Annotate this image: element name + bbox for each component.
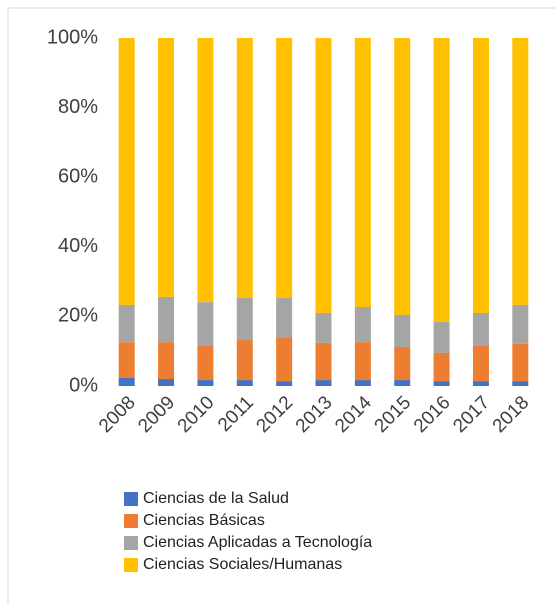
- y-tick-label: 60%: [58, 165, 98, 187]
- legend-label: Ciencias Sociales/Humanas: [143, 556, 342, 573]
- bar-segment: [394, 347, 411, 381]
- bar-segment: [118, 304, 135, 343]
- x-tick-label: 2015: [371, 392, 416, 437]
- bar-segment: [158, 38, 175, 297]
- bar-segment: [158, 342, 175, 380]
- bar-segment: [512, 38, 529, 305]
- bar-segment: [197, 38, 214, 303]
- bar-segment: [512, 304, 529, 344]
- x-tick-label: 2009: [134, 392, 179, 437]
- bar-segment: [472, 381, 489, 386]
- bar-segment: [158, 296, 175, 343]
- bar-segment: [472, 38, 489, 313]
- bar-segment: [354, 307, 371, 343]
- bar-segment: [512, 381, 529, 386]
- y-tick-label: 0%: [69, 374, 98, 396]
- bar-segment: [197, 380, 214, 386]
- bar-segment: [394, 315, 411, 348]
- legend-swatch: [124, 514, 138, 528]
- legend-swatch: [124, 492, 138, 506]
- bar-segment: [433, 321, 450, 353]
- legend-label: Ciencias Básicas: [143, 512, 265, 529]
- bar-segment: [236, 297, 253, 341]
- legend-swatch: [124, 558, 138, 572]
- bar-segment: [354, 380, 371, 386]
- x-tick-label: 2016: [410, 392, 455, 437]
- x-tick-label: 2014: [331, 392, 376, 437]
- bar-segment: [197, 345, 214, 381]
- bar-segment: [472, 345, 489, 382]
- bar-segment: [158, 379, 175, 386]
- bar-segment: [394, 380, 411, 386]
- bar-segment: [197, 302, 214, 346]
- bar-segment: [433, 381, 450, 386]
- bar-segment: [236, 340, 253, 381]
- bar-segment: [236, 38, 253, 298]
- x-tick-label: 2010: [174, 392, 219, 437]
- bar-segment: [276, 297, 293, 338]
- y-tick-label: 20%: [58, 305, 98, 327]
- bar-segment: [276, 38, 293, 298]
- bar-segment: [315, 312, 332, 343]
- y-tick-label: 80%: [58, 96, 98, 118]
- bar-segment: [118, 377, 135, 386]
- bar-segment: [315, 38, 332, 313]
- x-tick-label: 2013: [292, 392, 337, 437]
- bar-segment: [433, 352, 450, 382]
- x-tick-label: 2012: [252, 392, 297, 437]
- bar-segment: [276, 337, 293, 382]
- y-tick-label: 100%: [47, 26, 98, 48]
- legend-swatch: [124, 536, 138, 550]
- bar-segment: [472, 312, 489, 346]
- bar-segment: [118, 342, 135, 378]
- x-tick-label: 2017: [449, 392, 494, 437]
- bar-segment: [354, 342, 371, 381]
- bar-segment: [315, 342, 332, 381]
- bar-segment: [236, 380, 253, 386]
- x-tick-label: 2018: [489, 392, 534, 437]
- bar-segment: [394, 38, 411, 316]
- x-tick-label: 2011: [214, 392, 258, 436]
- bar-segment: [118, 38, 135, 305]
- bar-segment: [433, 38, 450, 322]
- x-tick-label: 2008: [95, 392, 140, 437]
- y-tick-label: 40%: [58, 235, 98, 257]
- bar-segment: [512, 343, 529, 382]
- legend-label: Ciencias Aplicadas a Tecnología: [143, 534, 372, 551]
- legend-label: Ciencias de la Salud: [143, 490, 289, 507]
- bar-segment: [354, 38, 371, 308]
- bar-segment: [315, 380, 332, 386]
- bar-segment: [276, 381, 293, 386]
